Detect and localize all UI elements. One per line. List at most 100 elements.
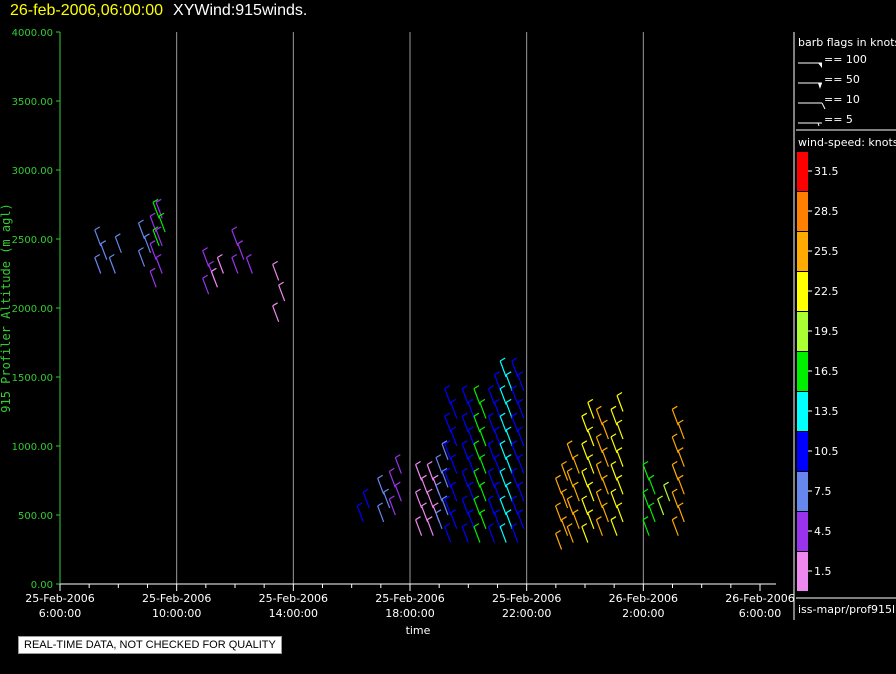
- speed-color-swatch: [797, 352, 808, 391]
- wind-barb: [444, 440, 452, 461]
- wind-barb: [499, 495, 507, 516]
- wind-barb: [435, 509, 443, 530]
- wind-barb: [450, 481, 458, 502]
- wind-barb: [517, 454, 525, 474]
- wind-barb: [450, 509, 458, 530]
- wind-barb: [278, 281, 286, 302]
- barb-legend-item: == 100: [798, 53, 867, 68]
- wind-barb: [499, 467, 507, 488]
- wind-barb: [94, 226, 102, 247]
- wind-barb: [108, 253, 116, 274]
- wind-barb: [202, 274, 210, 295]
- wind-barb: [487, 440, 496, 461]
- wind-barb: [149, 267, 157, 288]
- wind-barb: [511, 357, 519, 378]
- wind-barb: [642, 460, 650, 481]
- wind-barb: [677, 419, 685, 440]
- speed-color-swatch: [797, 472, 808, 511]
- x-tick-date: 25-Feb-2006: [25, 592, 94, 605]
- wind-barb: [671, 433, 679, 454]
- wind-barb: [610, 405, 618, 426]
- barb-legend-label: == 100: [824, 53, 867, 66]
- wind-barb: [493, 398, 502, 419]
- wind-barb: [461, 523, 469, 543]
- wind-barb: [587, 509, 595, 530]
- wind-barb: [663, 481, 671, 502]
- wind-barb: [94, 253, 102, 274]
- wind-barb: [595, 433, 603, 454]
- speed-label: 28.5: [814, 205, 839, 218]
- wind-barb: [435, 454, 443, 474]
- wind-barb: [479, 481, 487, 502]
- speed-color-swatch: [797, 192, 808, 231]
- speed-label: 22.5: [814, 285, 839, 298]
- wind-barb: [479, 398, 487, 419]
- title-datetime: 26-feb-2006,06:00:00: [10, 2, 164, 19]
- wind-barb: [517, 426, 525, 447]
- x-tick-date: 26-Feb-2006: [725, 592, 794, 605]
- wind-barb: [616, 419, 624, 440]
- wind-barb: [421, 474, 429, 495]
- wind-barb: [155, 198, 163, 219]
- wind-barb: [616, 502, 624, 523]
- wind-barb: [487, 523, 496, 543]
- wind-barb: [610, 433, 618, 454]
- wind-barb: [493, 509, 502, 530]
- y-tick-label: 3000.00: [12, 166, 53, 177]
- wind-barb: [415, 516, 423, 536]
- wind-barb: [461, 467, 469, 488]
- x-ticks: 25-Feb-2006 6:00:00 25-Feb-2006 10:00:00 25-…: [25, 584, 795, 620]
- wind-barb: [149, 240, 157, 260]
- grid-lines: [176, 32, 644, 584]
- wind-barb: [272, 302, 280, 323]
- wind-barb: [616, 391, 624, 412]
- wind-barb: [473, 467, 481, 488]
- wind-barb: [441, 495, 449, 516]
- wind-barb: [511, 523, 519, 543]
- wind-barb: [450, 398, 458, 419]
- wind-barb: [657, 495, 665, 516]
- wind-barb: [616, 474, 624, 495]
- wind-barb: [467, 398, 475, 419]
- wind-barb: [137, 219, 146, 240]
- wind-barb: [517, 481, 525, 502]
- wind-barb: [479, 426, 487, 447]
- wind-barb: [473, 412, 481, 433]
- wind-barb: [555, 474, 563, 495]
- wind-barb: [383, 488, 391, 509]
- wind-barb: [158, 212, 166, 233]
- wind-barb: [505, 481, 513, 502]
- wind-barb: [499, 523, 507, 543]
- wind-barb: [610, 460, 618, 481]
- wind-barb: [394, 454, 402, 474]
- wind-barbs: [94, 198, 685, 550]
- wind-barb: [444, 467, 452, 488]
- wind-barb: [356, 502, 364, 523]
- speed-color-swatch: [797, 152, 808, 191]
- wind-barb: [467, 509, 475, 530]
- wind-barb: [272, 260, 280, 281]
- wind-barb: [377, 502, 385, 523]
- wind-barb: [499, 357, 507, 378]
- x-tick-time: 18:00:00: [385, 607, 434, 620]
- wind-barb: [444, 385, 452, 405]
- wind-barb: [581, 495, 589, 516]
- wind-barb: [441, 467, 449, 488]
- x-tick-time: 14:00:00: [269, 607, 318, 620]
- wind-barb: [572, 481, 580, 502]
- wind-barb: [677, 502, 685, 523]
- wind-barb: [467, 454, 475, 474]
- wind-barb: [216, 253, 224, 274]
- wind-barb: [473, 385, 481, 405]
- wind-barb: [487, 412, 496, 433]
- wind-barb: [441, 440, 449, 461]
- wind-barb: [493, 454, 502, 474]
- wind-barb: [505, 454, 513, 474]
- wind-barb: [601, 502, 609, 523]
- y-tick-label: 1000.00: [12, 442, 53, 453]
- x-tick-time: 6:00:00: [39, 607, 81, 620]
- speed-color-swatch: [797, 392, 808, 431]
- y-tick-label: 4000.00: [12, 28, 53, 39]
- wind-barb: [499, 385, 507, 405]
